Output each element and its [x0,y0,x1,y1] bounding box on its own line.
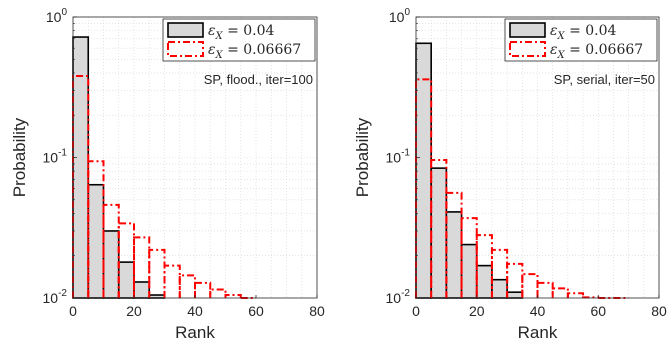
bar [491,278,508,299]
y-tick-label: 100 [389,7,411,25]
chart-panel-2: 0 20 40 60 80 100 10-1 10-2 Rank Probability εX = … [353,7,667,342]
x-tick-label: 20 [469,303,485,319]
x-tick-label: 0 [412,303,420,319]
bar [224,294,242,298]
bar [148,294,166,299]
legend-label: εX = 0.06667 [208,42,301,61]
bar [87,183,105,299]
chart-panel-1: 0 20 40 60 80 100 10-1 10-2 Rank Probability εX = … [10,7,325,342]
bar [475,264,493,299]
bar [536,281,554,298]
bar [415,42,432,299]
legend-label: εX = 0.06667 [550,42,643,61]
bar [194,281,212,298]
legend-swatch [167,22,204,38]
annotation-text: SP, flood., iter=100 [204,72,313,87]
y-axis-label: Probability [353,117,372,197]
legend-swatch [167,41,204,57]
x-tick-label: 20 [126,303,142,319]
bar [87,160,105,298]
x-tick-label: 0 [69,303,77,319]
bar [209,288,227,298]
x-tick-label: 80 [309,303,325,319]
y-axis-label: Probability [10,117,29,197]
x-tick-label: 60 [590,303,606,319]
legend-swatch [509,41,546,57]
bar [490,248,509,298]
bar [163,264,181,298]
legend-swatch [509,22,546,38]
x-tick-label: 80 [651,303,667,319]
bar [178,274,196,298]
annotation-text: SP, serial, iter=50 [554,72,655,87]
bar [506,291,524,299]
bar [117,261,135,299]
bar [148,248,166,298]
legend-label: εX = 0.04 [550,23,617,42]
x-axis-label: Rank [175,323,215,342]
bar [460,243,478,299]
x-tick-label: 40 [187,303,203,319]
y-tick-label: 10-1 [43,148,68,166]
bar [566,292,585,298]
legend-label: εX = 0.04 [208,23,275,42]
x-tick-label: 60 [248,303,264,319]
bar [102,230,120,299]
bar [521,273,539,298]
bar [445,211,463,299]
y-tick-label: 10-1 [386,148,411,166]
y-tick-label: 10-2 [386,288,411,306]
x-tick-label: 40 [530,303,546,319]
bar [551,287,569,298]
bar [430,167,448,299]
bar [133,281,151,299]
bar [430,158,448,298]
x-axis-label: Rank [518,323,558,342]
y-tick-label: 100 [46,7,68,25]
y-tick-label: 10-2 [43,288,68,306]
